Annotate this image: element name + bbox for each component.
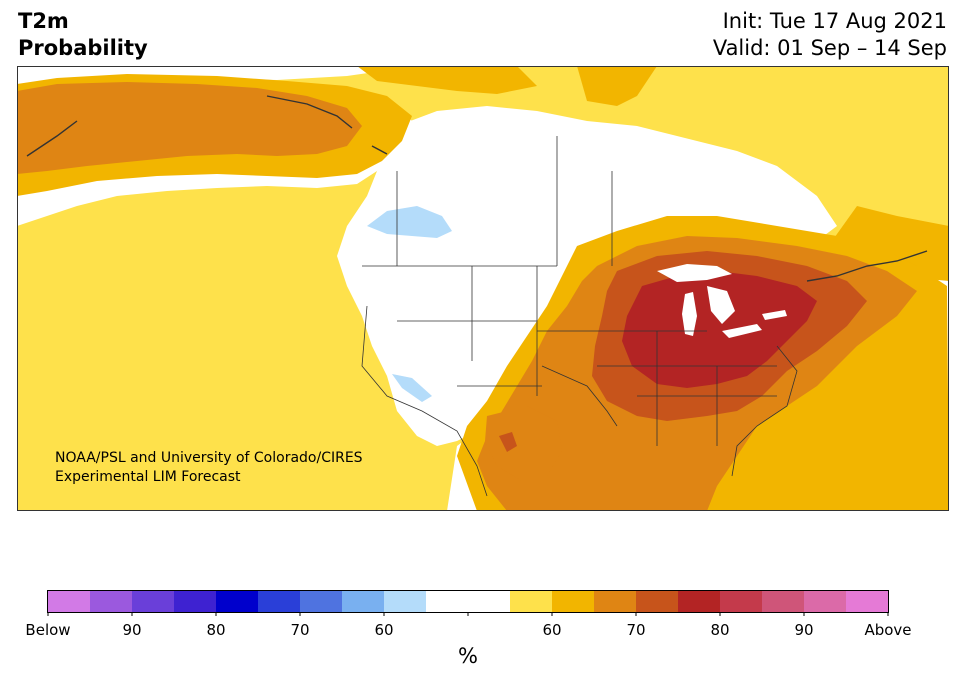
colorbar-ticks <box>47 612 889 616</box>
credit-text: NOAA/PSL and University of Colorado/CIRE… <box>55 449 363 487</box>
colorbar-cell <box>258 591 301 612</box>
colorbar-tick-label: 90 <box>122 621 142 639</box>
colorbar-cell <box>468 591 511 612</box>
region-great-lakes-red <box>622 271 817 388</box>
colorbar-tick-label: 90 <box>794 621 814 639</box>
credit-line-1: NOAA/PSL and University of Colorado/CIRE… <box>55 450 363 466</box>
colorbar-cell <box>678 591 721 612</box>
title-type: Probability <box>18 36 148 60</box>
colorbar-cell <box>762 591 805 612</box>
colorbar-tick-label: Above <box>864 621 912 639</box>
forecast-map <box>17 66 949 511</box>
colorbar-cells <box>48 591 889 612</box>
colorbar-cell <box>426 591 469 612</box>
lake-erie <box>722 324 762 338</box>
colorbar-tick-label: 80 <box>710 621 730 639</box>
lake-huron <box>707 286 735 324</box>
colorbar-cell <box>48 591 91 612</box>
region-baja-light-blue <box>392 374 432 402</box>
colorbar-cell <box>636 591 679 612</box>
lake-ontario <box>762 310 787 320</box>
credit-line-2: Experimental LIM Forecast <box>55 469 241 485</box>
colorbar-cell <box>510 591 553 612</box>
region-alaska-orange <box>17 82 362 174</box>
colorbar-cell <box>216 591 259 612</box>
colorbar-cell <box>720 591 763 612</box>
colorbar-cell <box>174 591 217 612</box>
coastline-strokes <box>26 95 928 282</box>
colorbar-tick-label: 80 <box>206 621 226 639</box>
colorbar-unit-label: % <box>458 644 478 668</box>
region-nw-territories-gold <box>357 66 537 94</box>
init-date: Init: Tue 17 Aug 2021 <box>722 9 947 33</box>
colorbar-cell <box>594 591 637 612</box>
region-alberta-light-blue <box>367 206 452 238</box>
colorbar-tick-label: 70 <box>290 621 310 639</box>
colorbar-cell <box>300 591 343 612</box>
map-frame <box>17 66 949 511</box>
colorbar-cell <box>846 591 889 612</box>
colorbar-cell <box>90 591 133 612</box>
colorbar-cell <box>132 591 175 612</box>
colorbar-cell <box>384 591 427 612</box>
colorbar-tick-label: 70 <box>626 621 646 639</box>
colorbar-tick-label: 60 <box>542 621 562 639</box>
chart-dates: Init: Tue 17 Aug 2021 Valid: 01 Sep – 14… <box>713 8 947 62</box>
political-boundaries <box>361 136 798 497</box>
colorbar-tick-label: Below <box>25 621 71 639</box>
region-ne-canada-gold <box>577 66 657 106</box>
title-variable: T2m <box>18 9 69 33</box>
lake-superior <box>657 264 732 282</box>
region-mexico-dark-orange <box>499 432 517 452</box>
colorbar-tick-label: 60 <box>374 621 394 639</box>
colorbar-cell <box>804 591 847 612</box>
region-mexico-orange <box>485 406 562 481</box>
valid-period: Valid: 01 Sep – 14 Sep <box>712 36 947 60</box>
colorbar-cell <box>342 591 385 612</box>
chart-title: T2m Probability <box>18 8 148 62</box>
colorbar-cell <box>552 591 595 612</box>
colorbar <box>47 590 889 616</box>
lake-michigan <box>682 292 697 336</box>
